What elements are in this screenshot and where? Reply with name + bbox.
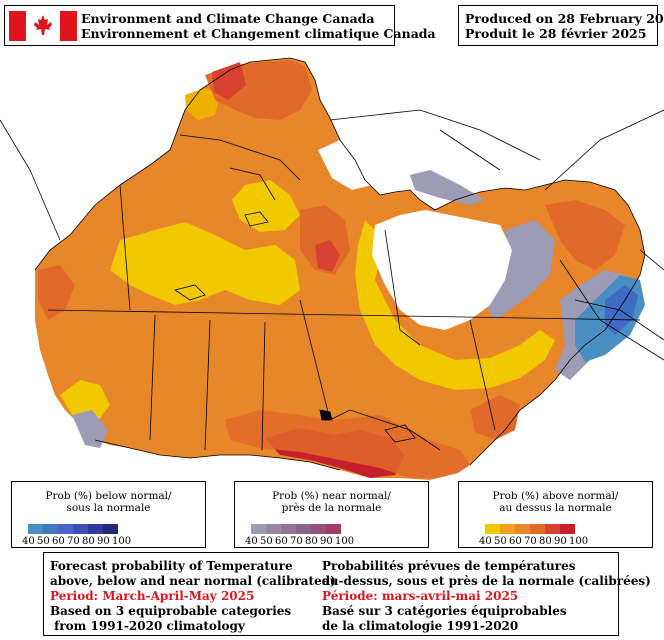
legend-swatch: [103, 524, 118, 534]
region-near-normal-40-quebec: [485, 220, 555, 320]
forecast-period-fr: Période: mars-avril-mai 2025: [322, 589, 519, 603]
produced-date-fr: Produit le 28 février 2025: [465, 26, 647, 41]
description-en-line4: Based on 3 equiprobable categories: [50, 604, 292, 618]
legend-tick: 50: [37, 536, 50, 547]
legend-swatch: [266, 524, 281, 534]
legend-tick: 100: [112, 536, 132, 547]
legend-tick: 90: [320, 536, 333, 547]
legend-tick: 80: [539, 536, 552, 547]
region-above-normal-70-quebec-south: [470, 395, 520, 440]
legend-title-en: Prob (%) near normal/: [272, 490, 391, 502]
region-above-normal-40-west: [110, 222, 300, 305]
legend-swatch: [88, 524, 103, 534]
legend-title-fr: au dessus la normale: [499, 502, 612, 514]
legend-tick: 50: [494, 536, 507, 547]
region-above-normal-40-north: [185, 88, 220, 120]
region-near-normal-40-arctic: [410, 170, 485, 205]
region-above-normal-70-bc: [38, 265, 75, 320]
legend-tick: 90: [554, 536, 567, 547]
description-fr: Probabilités prévues de températures au-…: [322, 559, 651, 634]
legend-swatch: [43, 524, 58, 534]
legend-swatch: [530, 524, 545, 534]
legend-title: Prob (%) below normal/ sous la normale: [12, 490, 205, 514]
legend-tick: 50: [260, 536, 273, 547]
region-no-signal-usa: [120, 455, 300, 480]
region-above-normal-70-labrador: [545, 200, 625, 270]
legend-tick: 60: [275, 536, 288, 547]
legend-swatch: [28, 524, 43, 534]
legend-swatch: [485, 524, 500, 534]
map-boundaries: [0, 57, 664, 471]
legend-tick: 70: [524, 536, 537, 547]
legend-swatches: [485, 524, 575, 534]
region-above-normal-80-hudson-core: [315, 240, 340, 272]
legend-swatch: [58, 524, 73, 534]
region-no-signal-atlantic: [430, 395, 600, 480]
description-en-line1: Forecast probability of Temperature: [50, 559, 293, 573]
legend-tick: 80: [82, 536, 95, 547]
legend-tick: 70: [290, 536, 303, 547]
legend-title-fr: sous la normale: [66, 502, 151, 514]
legend-tick: 60: [52, 536, 65, 547]
legend-swatch: [500, 524, 515, 534]
legend-title: Prob (%) near normal/ près de la normale: [235, 490, 428, 514]
region-above-normal-80-northeast: [212, 62, 246, 100]
produced-date-en: Produced on 28 February 2025: [465, 11, 664, 26]
description-en-line2: above, below and near normal (calibrated…: [50, 574, 336, 588]
legend-swatch: [560, 524, 575, 534]
legend-title-en: Prob (%) below normal/: [45, 490, 172, 502]
legend-swatch: [73, 524, 88, 534]
legend-swatch: [251, 524, 266, 534]
description-fr-line4: Basé sur 3 catégories équiprobables: [322, 604, 567, 618]
legend-tick: 80: [305, 536, 318, 547]
description-en-line5: from 1991-2020 climatology: [50, 619, 245, 633]
legend-title-en: Prob (%) above normal/: [492, 490, 619, 502]
legend-swatch: [545, 524, 560, 534]
agency-name-fr: Environnement et Changement climatique C…: [81, 26, 436, 41]
legend-swatch: [515, 524, 530, 534]
region-above-normal-40-hudson-rim: [355, 220, 555, 390]
legend-title-fr: près de la normale: [281, 502, 382, 514]
legend-tick: 90: [97, 536, 110, 547]
region-above-normal-40-arctic: [232, 180, 300, 232]
legend-tick: 70: [67, 536, 80, 547]
legend-tick: 60: [509, 536, 522, 547]
canada-flag-icon: [9, 11, 77, 41]
legend-tick: 100: [569, 536, 589, 547]
legend-swatch: [311, 524, 326, 534]
legend-below-normal: Prob (%) below normal/ sous la normale 4…: [11, 481, 206, 548]
region-above-normal-40-south: [60, 380, 110, 425]
description-fr-line1: Probabilités prévues de températures: [322, 559, 576, 573]
legend-tick: 40: [479, 536, 492, 547]
region-below-normal-60: [605, 285, 638, 335]
legend-tick: 100: [335, 536, 355, 547]
legend-swatch: [281, 524, 296, 534]
legend-swatches: [28, 524, 118, 534]
forecast-period-en: Period: March-April-May 2025: [50, 589, 255, 603]
description-fr-line2: au-dessus, sous et près de la normale (c…: [322, 574, 651, 588]
legend-near-normal: Prob (%) near normal/ près de la normale…: [234, 481, 429, 548]
forecast-description: Forecast probability of Temperature abov…: [43, 552, 651, 636]
legend-swatches: [251, 524, 341, 534]
description-fr-line5: de la climatologie 1991-2020: [322, 619, 519, 633]
production-date-box: Produced on 28 February 2025 Produit le …: [458, 5, 664, 46]
legend-above-normal: Prob (%) above normal/ au dessus la norm…: [458, 481, 653, 548]
agency-header: Environment and Climate Change Canada En…: [4, 5, 436, 46]
description-en: Forecast probability of Temperature abov…: [50, 559, 336, 634]
legend-swatch: [326, 524, 341, 534]
region-no-signal-hudson-north: [318, 140, 378, 190]
agency-name-en: Environment and Climate Change Canada: [81, 11, 375, 26]
legend-title: Prob (%) above normal/ au dessus la norm…: [459, 490, 652, 514]
legend-swatch: [296, 524, 311, 534]
region-no-signal-quebec: [372, 210, 512, 330]
legend-tick: 40: [22, 536, 35, 547]
region-near-normal-40-pacific: [72, 410, 108, 448]
region-above-normal-70-south: [225, 410, 470, 478]
legend-tick: 40: [245, 536, 258, 547]
lakes: [174, 211, 416, 443]
